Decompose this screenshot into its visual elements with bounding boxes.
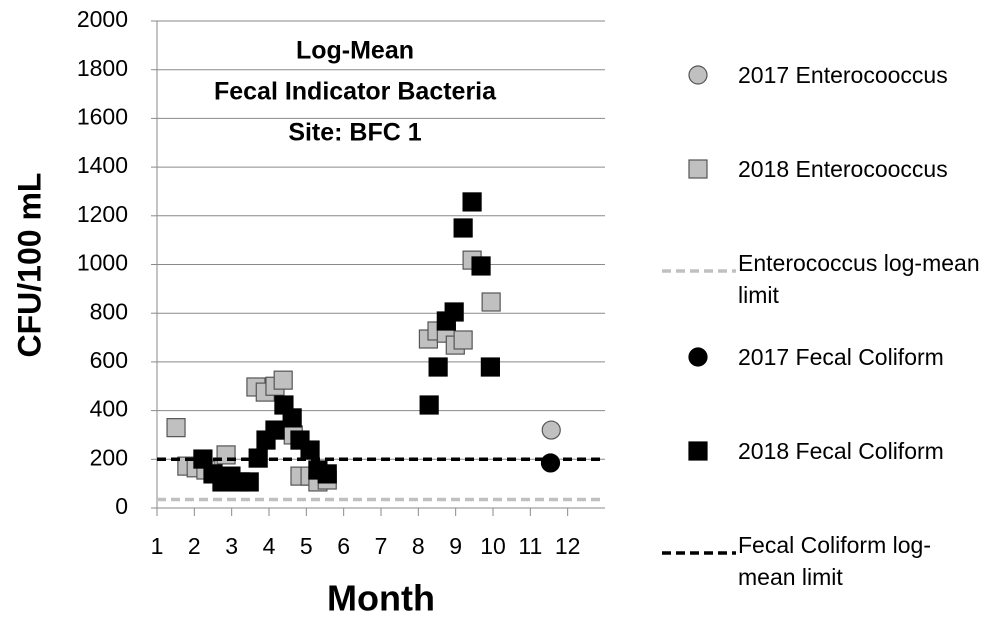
y-tick-label: 1600 <box>77 103 128 129</box>
y-tick-label: 400 <box>90 396 128 422</box>
point <box>541 420 561 440</box>
point <box>480 357 500 377</box>
legend-label: Enterococcus log-mean limit <box>738 250 980 308</box>
y-tick-label: 200 <box>90 444 128 470</box>
legend-label: Fecal Coliform log-mean limit <box>738 532 931 590</box>
point <box>216 445 236 465</box>
point <box>265 420 285 440</box>
x-tick-label: 9 <box>449 533 462 559</box>
y-tick-label: 0 <box>115 493 128 519</box>
point <box>688 441 708 461</box>
x-axis-label: Month <box>327 578 435 619</box>
x-tick-label: 8 <box>412 533 425 559</box>
y-tick-label: 1000 <box>77 250 128 276</box>
point <box>166 418 186 438</box>
point <box>688 65 708 85</box>
point <box>471 256 491 276</box>
point <box>239 472 259 492</box>
point <box>273 370 293 390</box>
point <box>688 159 708 179</box>
point <box>540 453 561 473</box>
legend-label: 2017 Enterocooccus <box>738 62 948 88</box>
x-tick-label: 1 <box>151 533 164 559</box>
chart-title: Log-Mean <box>296 37 414 65</box>
point <box>481 292 501 312</box>
x-tick-label: 2 <box>188 533 201 559</box>
x-tick-label: 5 <box>300 533 313 559</box>
point <box>282 408 302 428</box>
legend-label: 2018 Enterocooccus <box>738 156 948 182</box>
y-tick-label: 2000 <box>77 6 128 32</box>
point <box>453 218 473 238</box>
point <box>453 330 473 350</box>
x-tick-label: 10 <box>480 533 506 559</box>
y-axis-label: CFU/100 mL <box>11 173 47 358</box>
x-tick-label: 4 <box>263 533 276 559</box>
legend-label: 2018 Fecal Coliform <box>738 438 944 464</box>
y-tick-label: 1800 <box>77 55 128 81</box>
x-tick-label: 11 <box>518 533 542 559</box>
point <box>462 192 482 212</box>
point <box>317 464 337 484</box>
y-tick-label: 800 <box>90 298 128 324</box>
y-tick-label: 1400 <box>77 152 128 178</box>
y-tick-label: 600 <box>90 347 128 373</box>
point <box>444 302 464 322</box>
chart-title: Site: BFC 1 <box>288 119 421 147</box>
x-tick-label: 6 <box>337 533 350 559</box>
point <box>688 347 708 367</box>
x-tick-label: 3 <box>225 533 238 559</box>
point <box>428 357 448 377</box>
x-tick-label: 7 <box>375 533 388 559</box>
point <box>300 440 320 460</box>
y-tick-label: 1200 <box>77 201 128 227</box>
legend-label: 2017 Fecal Coliform <box>738 344 944 370</box>
point <box>419 395 439 415</box>
chart-title: Fecal Indicator Bacteria <box>214 78 497 106</box>
x-tick-label: 12 <box>555 533 581 559</box>
